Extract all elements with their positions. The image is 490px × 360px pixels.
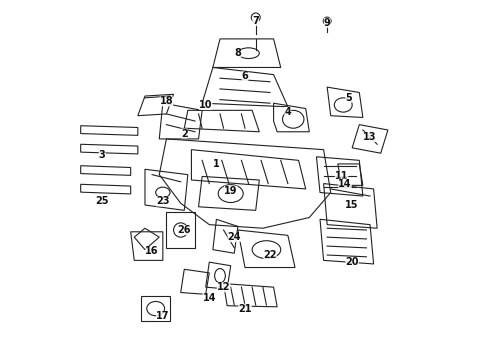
Text: 9: 9: [324, 18, 331, 28]
Text: 5: 5: [345, 93, 352, 103]
Text: 7: 7: [252, 16, 259, 26]
Text: 14: 14: [338, 179, 352, 189]
Text: 2: 2: [181, 129, 188, 139]
Text: 19: 19: [224, 186, 238, 196]
Text: 6: 6: [242, 71, 248, 81]
Text: 17: 17: [156, 311, 170, 321]
Text: 23: 23: [156, 197, 170, 206]
Text: 26: 26: [177, 225, 191, 235]
Text: 20: 20: [345, 257, 359, 267]
Text: 12: 12: [217, 282, 230, 292]
Text: 10: 10: [199, 100, 213, 110]
Text: 8: 8: [234, 48, 241, 58]
Text: 24: 24: [227, 232, 241, 242]
Text: 16: 16: [146, 247, 159, 256]
Text: 4: 4: [285, 107, 291, 117]
Text: 14: 14: [202, 293, 216, 303]
Text: 3: 3: [99, 150, 105, 160]
Text: 21: 21: [238, 303, 252, 314]
Text: 25: 25: [96, 197, 109, 206]
Text: 22: 22: [263, 250, 277, 260]
Text: 18: 18: [160, 96, 173, 107]
Text: 13: 13: [363, 132, 377, 142]
Text: 1: 1: [213, 159, 220, 169]
Text: 11: 11: [335, 171, 348, 181]
Text: 15: 15: [345, 200, 359, 210]
